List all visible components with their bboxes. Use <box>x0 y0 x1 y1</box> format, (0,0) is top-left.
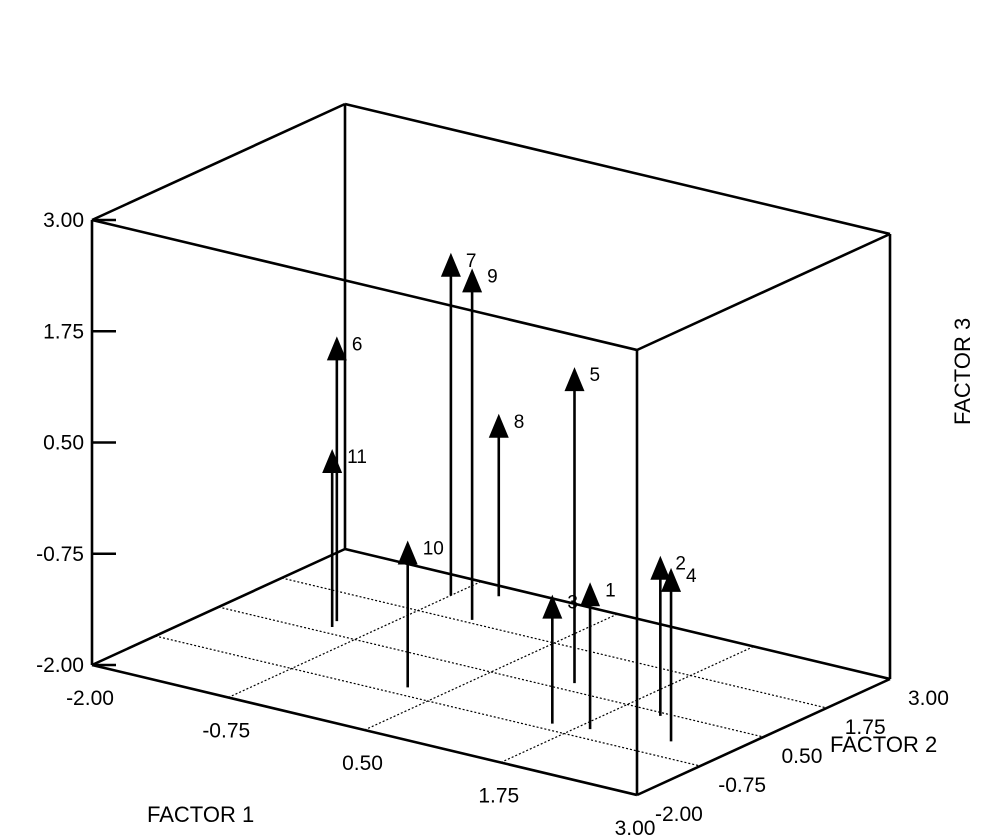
z-tick-label: -2.00 <box>36 654 84 677</box>
box-edge <box>344 547 891 681</box>
point-label: 10 <box>423 539 444 560</box>
box-edge <box>91 663 638 797</box>
y-tick-label: -0.75 <box>718 774 766 797</box>
point-label: 9 <box>487 266 498 287</box>
needle-arrowhead <box>580 582 601 607</box>
needle-arrowhead <box>397 540 418 565</box>
box-edge <box>91 102 346 222</box>
box-edge <box>344 102 891 236</box>
box-edge <box>91 547 346 667</box>
point-label: 2 <box>675 554 686 575</box>
z-tick-label: -0.75 <box>36 543 84 566</box>
y-tick-label: 1.75 <box>845 716 886 739</box>
box-edge <box>636 232 891 352</box>
point-label: 1 <box>605 580 616 601</box>
grid-line-factor2 <box>281 577 827 709</box>
data-point-11: 11 <box>322 447 367 628</box>
point-label: 4 <box>686 566 697 587</box>
y-tick-label: 0.50 <box>782 745 823 768</box>
z-tick-label: 0.50 <box>43 432 84 455</box>
needle-arrowhead <box>488 413 509 438</box>
y-axis-title: FACTOR 2 <box>830 732 937 757</box>
floor-grid <box>155 577 827 767</box>
point-label: 3 <box>567 593 578 614</box>
needle-arrowhead <box>326 336 347 361</box>
plot-box <box>90 102 892 797</box>
needle-arrowhead <box>462 268 483 293</box>
box-edge <box>636 677 891 797</box>
grid-line-factor2 <box>155 635 701 767</box>
point-label: 11 <box>347 447 367 468</box>
needle-arrowhead <box>661 567 682 592</box>
point-label: 8 <box>514 412 525 433</box>
needle-arrowhead <box>564 367 585 392</box>
needle-arrowhead <box>322 449 343 474</box>
needle-arrowhead <box>440 252 461 277</box>
axis-ticks: -2.00-0.750.501.753.00-2.00-0.750.501.75… <box>36 209 949 837</box>
x-tick-label: 0.50 <box>342 752 383 775</box>
data-needles: 8 79 6 5 11 24 1 10 3 <box>322 251 697 742</box>
data-point-2: 2 <box>650 554 686 716</box>
data-point-7: 7 <box>440 251 477 596</box>
data-point-9: 9 <box>462 266 498 620</box>
z-tick-label: 1.75 <box>43 320 84 343</box>
data-point-4: 4 <box>661 566 697 742</box>
z-tick-label: 3.00 <box>43 209 84 232</box>
needle-arrowhead <box>542 594 563 619</box>
point-label: 7 <box>466 251 477 272</box>
box-edge <box>91 218 638 352</box>
x-tick-label: 1.75 <box>478 785 519 808</box>
point-label: 6 <box>352 334 363 355</box>
x-tick-label: -0.75 <box>202 720 250 743</box>
data-point-1: 1 <box>580 580 616 730</box>
data-point-8: 8 <box>488 412 525 597</box>
z-axis-title: FACTOR 3 <box>950 318 975 425</box>
y-tick-label: -2.00 <box>655 803 703 826</box>
data-point-10: 10 <box>397 539 444 688</box>
data-point-3: 3 <box>542 593 578 724</box>
x-tick-label: 3.00 <box>615 817 656 837</box>
grid-line-factor2 <box>218 606 764 738</box>
needle-arrowhead <box>650 555 671 580</box>
x-axis-title: FACTOR 1 <box>147 802 254 827</box>
data-point-5: 5 <box>564 365 601 684</box>
point-label: 5 <box>590 365 601 386</box>
y-tick-label: 3.00 <box>908 687 949 710</box>
x-tick-label: -2.00 <box>66 687 114 710</box>
data-point-6: 6 <box>326 334 363 622</box>
